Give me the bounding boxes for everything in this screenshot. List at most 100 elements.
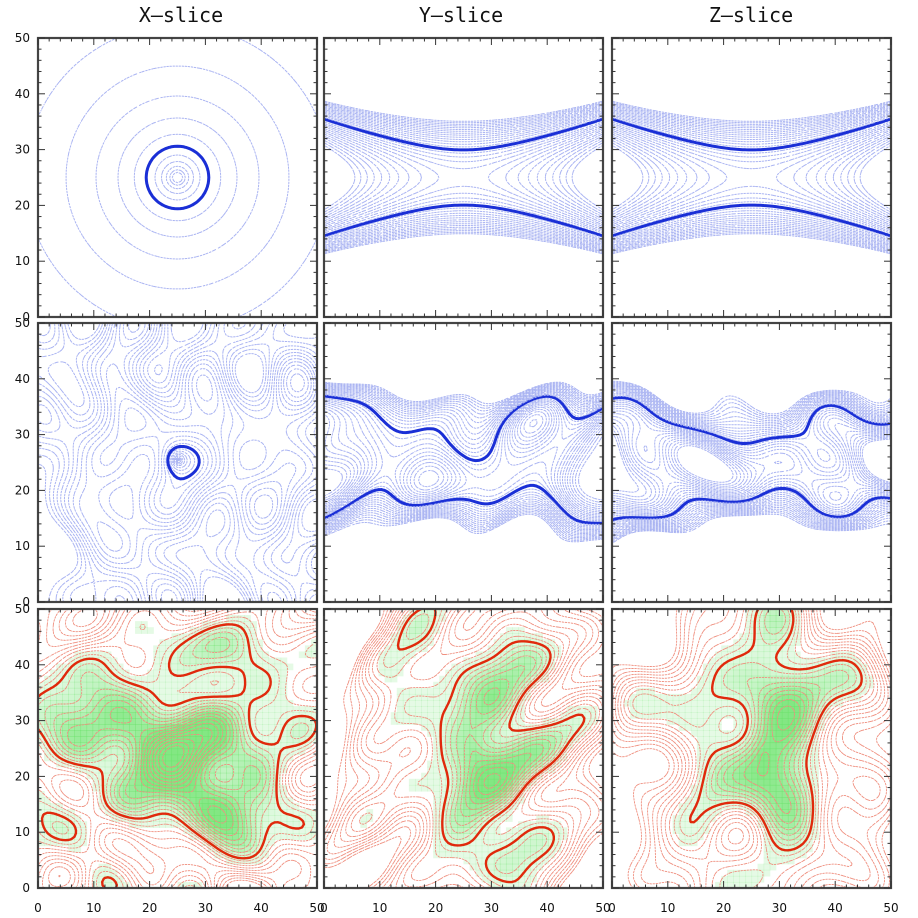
shade-cell — [195, 815, 203, 822]
shade-cell — [427, 772, 434, 780]
shade-cell — [244, 766, 251, 774]
contour-line — [612, 395, 891, 523]
shade-cell — [238, 803, 245, 810]
shade-cell — [268, 706, 276, 713]
shade-cell — [310, 712, 317, 719]
shade-cell — [147, 724, 154, 731]
shade-cell — [487, 693, 495, 701]
shade-cell — [524, 772, 531, 780]
shade-cell — [44, 675, 51, 683]
shade-cell — [171, 651, 179, 659]
shade-cell — [751, 724, 759, 731]
shade-cell — [250, 633, 257, 640]
shade-cell — [709, 790, 716, 798]
shade-cell — [56, 687, 63, 695]
shade-cell — [274, 821, 282, 828]
shade-cell — [769, 718, 777, 725]
shade-cell — [475, 839, 483, 847]
shade-cell — [226, 797, 233, 804]
y-tick-label: 0 — [22, 881, 30, 895]
shade-cell — [80, 712, 88, 719]
shade-cell — [439, 766, 446, 774]
shade-cell — [256, 639, 264, 646]
shade-cell — [636, 687, 643, 695]
shade-cell — [727, 772, 734, 780]
shade-cell — [207, 645, 215, 653]
shade-cell — [542, 845, 550, 853]
shade-cell — [262, 748, 270, 756]
contour-line — [345, 609, 603, 888]
shade-cell — [268, 748, 276, 756]
shade-cell — [757, 621, 765, 628]
shade-cell — [642, 699, 649, 707]
shade-cell — [68, 693, 75, 701]
shade-cell — [232, 645, 239, 653]
shade-cell — [238, 748, 245, 756]
shade-cell — [256, 809, 264, 816]
shade-cell — [86, 736, 94, 744]
shade-cell — [195, 633, 203, 640]
shade-cell — [696, 742, 704, 750]
shade-cell — [751, 742, 759, 750]
shade-cell — [244, 772, 251, 780]
shade-cell — [775, 857, 783, 865]
shade-cell — [518, 651, 525, 659]
shade-cell — [207, 736, 215, 744]
shade-cell — [226, 845, 233, 853]
contour-line — [612, 405, 891, 513]
shade-cell — [793, 706, 801, 713]
shade-cell — [487, 863, 495, 871]
shade-cell — [781, 790, 789, 798]
shade-cell — [793, 790, 801, 798]
shade-cell — [463, 669, 471, 677]
shade-cell — [751, 809, 759, 816]
shade-cell — [530, 681, 537, 689]
shade-cell — [524, 633, 531, 640]
shade-cell — [781, 718, 789, 725]
shade-cell — [842, 693, 850, 701]
shade-cell — [499, 724, 507, 731]
shade-cell — [62, 833, 69, 841]
shade-cell — [116, 784, 124, 792]
panel-ticks — [611, 322, 892, 603]
shade-cell — [439, 778, 446, 786]
shade-cell — [38, 839, 45, 847]
shade-cell — [475, 730, 483, 737]
shade-cell — [781, 675, 789, 683]
shade-cell — [745, 706, 753, 713]
shade-cell — [854, 693, 862, 701]
shade-cell — [189, 803, 197, 810]
shade-cell — [213, 772, 221, 780]
shade-cell — [128, 706, 136, 713]
shade-cell — [769, 797, 777, 804]
shade-cell — [141, 790, 148, 798]
shade-cell — [745, 669, 753, 677]
shade-cell — [433, 730, 440, 737]
shade-cell — [298, 718, 306, 725]
shade-cell — [213, 681, 221, 689]
shade-cell — [280, 687, 288, 695]
shade-cell — [493, 766, 501, 774]
shade-cell — [457, 669, 465, 677]
shade-cell — [457, 663, 465, 671]
shade-cell — [274, 742, 282, 750]
shade-cell — [524, 851, 531, 859]
shade-cell — [505, 815, 513, 822]
shade-cell — [238, 851, 245, 859]
shade-cell — [44, 815, 51, 822]
shade-cell — [153, 645, 160, 653]
shade-cell — [548, 845, 556, 853]
shade-cell — [757, 778, 765, 786]
shade-cell — [715, 778, 722, 786]
shade-cell — [232, 693, 239, 701]
shade-cell — [812, 748, 819, 756]
shade-cell — [262, 651, 270, 659]
shade-cell — [159, 748, 166, 756]
shade-cell — [763, 754, 771, 762]
shade-cell — [672, 815, 680, 822]
shade-cell — [244, 809, 251, 816]
shade-cell — [684, 809, 692, 816]
shade-cell — [757, 821, 765, 828]
shade-cell — [116, 718, 124, 725]
